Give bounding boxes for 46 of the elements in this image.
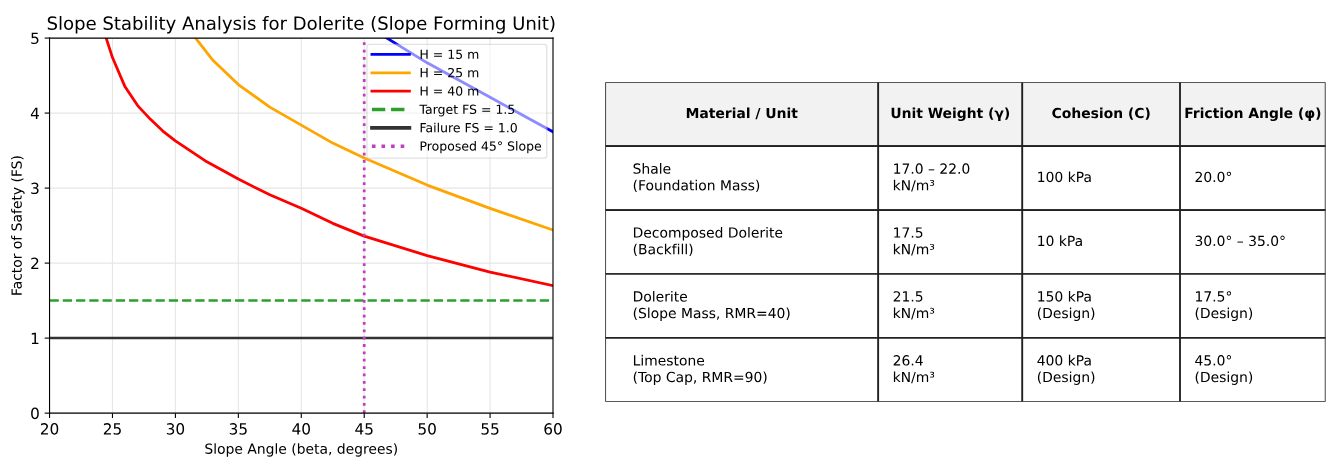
legend-label: H = 40 m xyxy=(420,86,479,96)
text: 45.0° (Design) xyxy=(1195,355,1253,385)
legend-label: Target FS = 1.5 xyxy=(419,104,515,117)
text: 20.0° xyxy=(1195,171,1232,183)
x-tick-label: 60 xyxy=(544,423,562,435)
legend-label: H = 25 m xyxy=(420,67,479,78)
y-tick-label: 4 xyxy=(30,107,39,119)
x-tick-label: 40 xyxy=(292,423,310,435)
text: Decomposed Dolerite (Backfill) xyxy=(633,227,783,257)
y-tick-label: 3 xyxy=(31,182,39,195)
text: 21.5 kN/m³ xyxy=(893,291,935,320)
y-tick-label: 0 xyxy=(31,407,39,420)
category-label: Friction Angle (φ) xyxy=(1185,107,1321,121)
text: 10 kPa xyxy=(1038,235,1082,247)
chart-title: Slope Stability Analysis for Dolerite (Slope Forming Unit) xyxy=(47,16,555,34)
text: 17.5 kN/m³ xyxy=(893,227,935,256)
y-tick-label: 5 xyxy=(31,32,39,45)
x-tick-label: 20 xyxy=(40,423,59,435)
line-series xyxy=(194,38,554,232)
category-label: Material / Unit xyxy=(686,107,798,120)
text: Limestone (Top Cap, RMR=90) xyxy=(633,354,767,385)
text: Dolerite (Slope Mass, RMR=40) xyxy=(633,290,790,321)
category-label: Unit Weight (γ) xyxy=(891,107,1010,121)
text: 30.0° – 35.0° xyxy=(1195,235,1285,247)
category-label: Cohesion (C) xyxy=(1052,107,1150,120)
text: 150 kPa (Design) xyxy=(1037,290,1095,321)
text: 100 kPa xyxy=(1038,171,1091,183)
x-tick-label: 55 xyxy=(481,423,499,435)
text: 17.5° (Design) xyxy=(1195,291,1253,321)
line-series xyxy=(104,38,554,287)
text: Shale (Foundation Mass) xyxy=(633,163,760,193)
legend-label: H = 15 m xyxy=(420,49,479,59)
y-tick-label: 1 xyxy=(31,332,39,344)
y-tick-label: 2 xyxy=(31,257,39,269)
x-tick-label: 30 xyxy=(166,423,185,435)
x-axis-title: Slope Angle (beta, degrees) xyxy=(205,443,397,457)
x-tick-label: 45 xyxy=(355,423,373,435)
legend-label: Failure FS = 1.0 xyxy=(420,122,517,133)
text: 17.0 – 22.0 kN/m³ xyxy=(893,163,970,192)
x-tick-label: 25 xyxy=(103,423,121,435)
y-axis-title: Factor of Safety (FS) xyxy=(11,156,25,295)
x-tick-label: 35 xyxy=(229,423,247,435)
text: 400 kPa (Design) xyxy=(1037,354,1095,385)
ref-line-label: Proposed 45° Slope xyxy=(420,141,542,154)
text: 26.4 kN/m³ xyxy=(893,355,935,384)
x-tick-label: 50 xyxy=(418,423,436,435)
